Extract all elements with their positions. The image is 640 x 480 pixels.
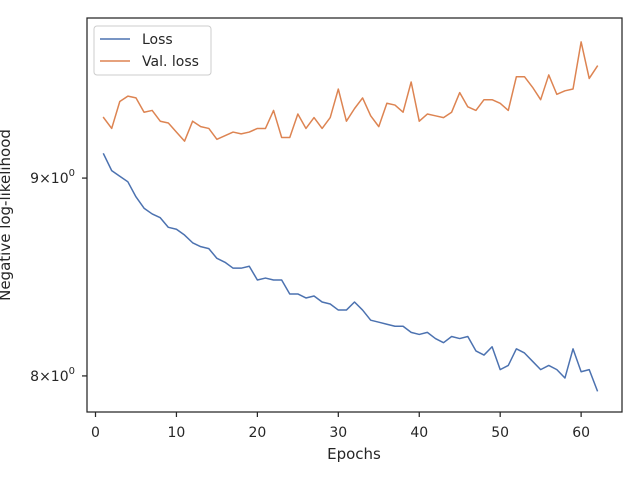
x-tick-label: 0 [91, 425, 100, 441]
legend: Loss Val. loss [93, 25, 212, 76]
y-axis: 8×100 9×100 [30, 168, 87, 385]
series-layer [102, 41, 599, 392]
x-tick-label: 30 [329, 425, 347, 441]
y-tick-label: 9×100 [30, 168, 75, 187]
x-tick-label: 10 [168, 425, 186, 441]
x-tick-label: 50 [491, 425, 509, 441]
plot-frame [86, 17, 623, 413]
y-axis-label: Negative log-likelihood [0, 129, 14, 301]
x-tick-label: 60 [572, 425, 590, 441]
legend-label-0: Loss [142, 32, 173, 48]
legend-label-1: Val. loss [142, 54, 199, 70]
x-tick-label: 40 [410, 425, 428, 441]
x-axis-label: Epochs [327, 445, 381, 463]
legend-items: Loss Val. loss [100, 32, 199, 70]
series-line-0 [102, 152, 599, 392]
series-line-1 [102, 41, 599, 142]
y-tick-label: 8×100 [30, 366, 75, 385]
x-axis: 0 10 20 30 40 50 60 [91, 412, 590, 441]
x-tick-label: 20 [248, 425, 266, 441]
